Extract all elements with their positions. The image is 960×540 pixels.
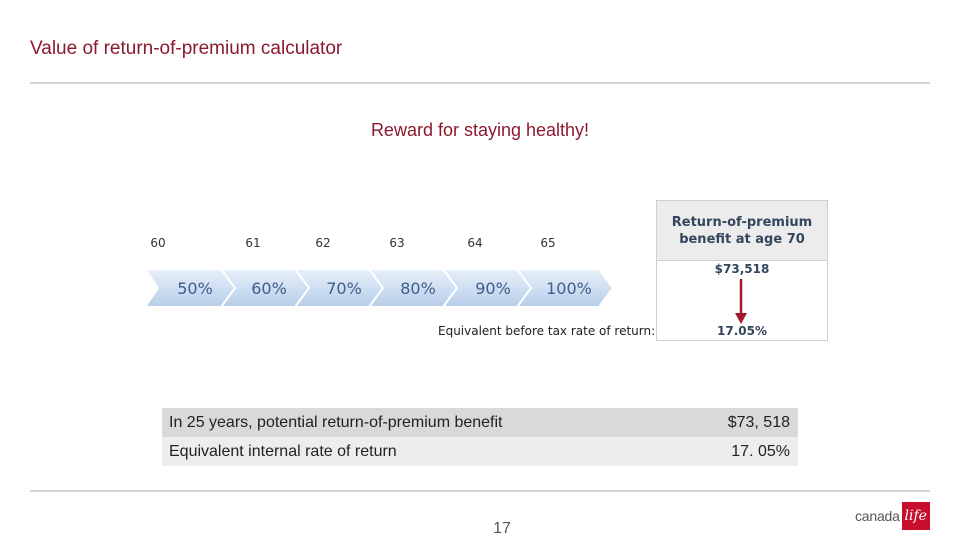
row-label: Equivalent internal rate of return: [169, 442, 397, 460]
age-label: 61: [245, 236, 261, 250]
benefit-rate: 17.05%: [717, 324, 767, 338]
percentage-ribbon: 50% 60% 70% 80% 90% 100%: [145, 268, 615, 308]
equivalent-rate-label: Equivalent before tax rate of return:: [438, 324, 656, 338]
row-label: In 25 years, potential return-of-premium…: [169, 413, 503, 431]
chevron-label: 50%: [177, 279, 213, 298]
age-label: 63: [389, 236, 405, 250]
chevron-label: 100%: [546, 279, 592, 298]
slide-subtitle: Reward for staying healthy!: [370, 120, 590, 140]
chevron-label: 90%: [475, 279, 511, 298]
benefit-header-line: benefit at age 70: [679, 231, 805, 247]
row-value: 17. 05%: [731, 442, 790, 460]
table-row: In 25 years, potential return-of-premium…: [162, 408, 798, 437]
table-row: Equivalent internal rate of return 17. 0…: [162, 437, 798, 466]
down-arrow-icon: [735, 279, 747, 324]
page-number: 17: [493, 520, 511, 537]
benefit-amount: $73,518: [714, 262, 770, 276]
age-label: 62: [315, 236, 331, 250]
chevron-step: 50%: [145, 268, 239, 308]
age-label: 65: [540, 236, 556, 250]
chevron-step: 100%: [515, 268, 615, 308]
benefit-header: Return-of-premium benefit at age 70: [657, 201, 827, 261]
canada-life-logo: canada life: [855, 502, 930, 530]
age-label: 64: [467, 236, 483, 250]
logo-mark-text: life: [904, 508, 927, 524]
benefit-header-line: Return-of-premium: [671, 214, 813, 230]
chevron-label: 60%: [251, 279, 287, 298]
chevron-step: 90%: [441, 268, 535, 308]
summary-table: In 25 years, potential return-of-premium…: [162, 408, 798, 466]
chevron-label: 70%: [326, 279, 362, 298]
top-divider: [30, 82, 930, 84]
chevron-label: 80%: [400, 279, 436, 298]
logo-text: canada: [855, 508, 900, 524]
chevron-step: 70%: [293, 268, 387, 308]
logo-mark-icon: life: [901, 502, 930, 530]
age-label: 60: [150, 236, 166, 250]
bottom-divider: [30, 490, 930, 492]
chevron-step: 80%: [367, 268, 461, 308]
slide-title: Value of return-of-premium calculator: [30, 38, 343, 59]
age-row: 60 61 62 63 64 65: [0, 236, 640, 252]
benefit-box: Return-of-premium benefit at age 70 $73,…: [656, 200, 828, 341]
row-value: $73, 518: [727, 413, 790, 431]
chevron-step: 60%: [219, 268, 313, 308]
